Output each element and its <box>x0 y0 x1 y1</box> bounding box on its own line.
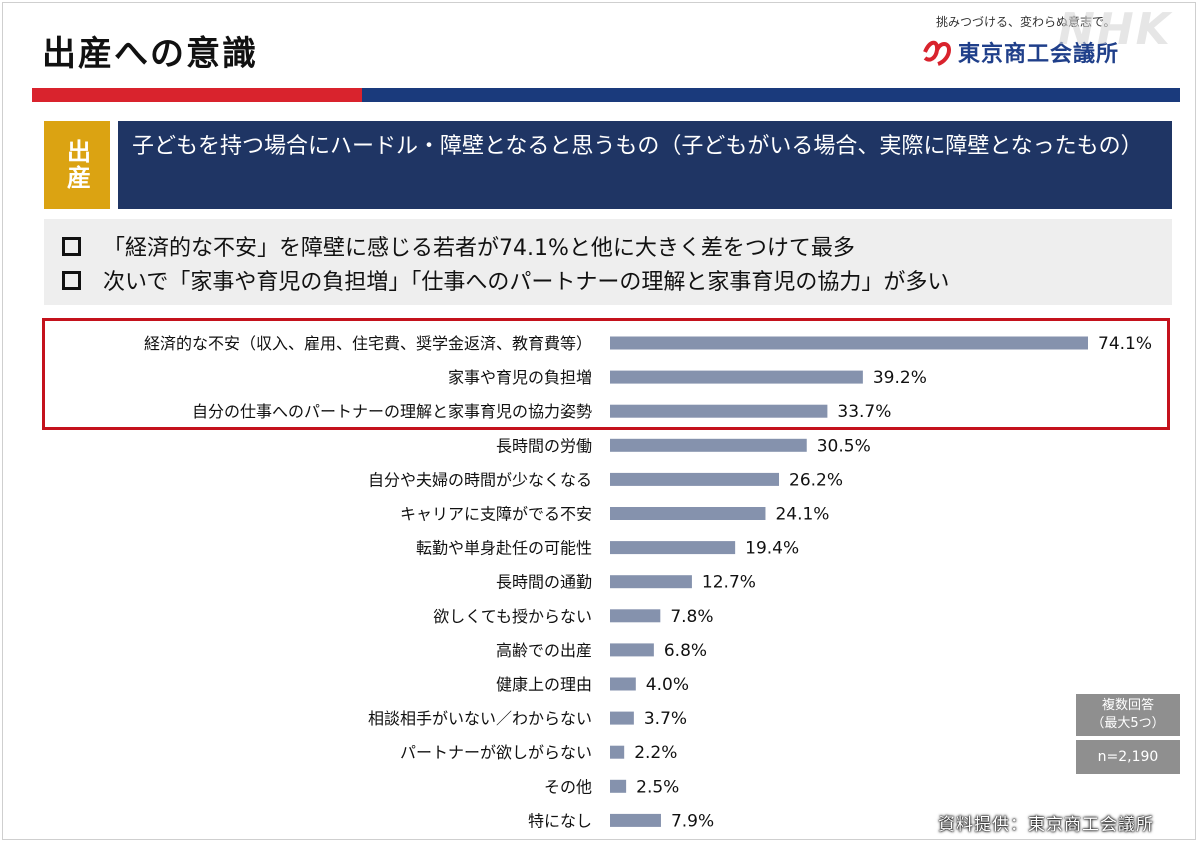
value-label: 19.4% <box>745 539 799 559</box>
summary-box: 「経済的な不安」を障壁に感じる若者が74.1%と他に大きく差をつけて最多 次いで… <box>44 219 1172 305</box>
category-label: 欲しくても授からない <box>433 607 592 626</box>
category-label: 自分や夫婦の時間が少なくなる <box>368 470 592 489</box>
page-title: 出産への意識 <box>42 34 258 74</box>
value-label: 33.7% <box>837 402 891 422</box>
source-credit: 資料提供：東京商工会議所 <box>938 815 1154 835</box>
category-label: その他 <box>544 777 592 796</box>
bar <box>610 370 863 384</box>
category-label: 健康上の理由 <box>496 675 592 694</box>
bar <box>610 609 661 623</box>
value-label: 6.8% <box>664 641 707 661</box>
broadcaster-watermark: NHK <box>1058 4 1172 55</box>
value-label: 24.1% <box>775 505 829 525</box>
bar <box>610 472 780 486</box>
value-label: 7.9% <box>671 811 714 831</box>
summary-item: 次いで「家事や育児の負担増」「仕事へのパートナーの理解と家事育児の協力」が多い <box>62 263 1172 297</box>
category-label: 家事や育児の負担増 <box>448 368 592 387</box>
summary-text: 次いで「家事や育児の負担増」「仕事へのパートナーの理解と家事育児の協力」が多い <box>103 270 950 295</box>
bar <box>610 575 692 589</box>
category-label: 転勤や単身赴任の可能性 <box>416 539 592 558</box>
bar <box>610 745 625 759</box>
value-label: 4.0% <box>646 675 689 695</box>
category-label: 高齢での出産 <box>496 641 592 660</box>
value-label: 2.5% <box>636 777 679 797</box>
category-label: 長時間の労働 <box>496 436 592 455</box>
value-label: 12.7% <box>702 573 756 593</box>
logo-tagline: 挑みつづける、変わらぬ意志で。 <box>936 15 1116 29</box>
value-label: 30.5% <box>817 436 871 456</box>
category-label: 長時間の通勤 <box>496 573 592 592</box>
bar <box>610 404 828 418</box>
multiple-answer-note: 複数回答 （最大5つ） <box>1076 694 1180 736</box>
value-label: 3.7% <box>644 709 687 729</box>
category-label: パートナーが欲しがらない <box>400 743 592 762</box>
category-label: 経済的な不安（収入、雇用、住宅費、奨学金返済、教育費等） <box>144 334 592 353</box>
accent-bar-red <box>32 88 362 102</box>
category-label: 特になし <box>528 811 592 830</box>
value-label: 26.2% <box>789 470 843 490</box>
summary-item: 「経済的な不安」を障壁に感じる若者が74.1%と他に大きく差をつけて最多 <box>62 229 1172 263</box>
bar <box>610 336 1088 350</box>
value-label: 7.8% <box>670 607 713 627</box>
accent-bar-blue <box>362 88 1180 102</box>
category-label: 相談相手がいない／わからない <box>368 709 592 728</box>
square-bullet-icon <box>62 270 81 290</box>
question-header: 子どもを持つ場合にハードル・障壁となると思うもの（子どもがいる場合、実際に障壁と… <box>118 121 1172 209</box>
logo-text: 東京商工会議所 <box>958 42 1120 67</box>
chamber-logo-icon <box>923 40 952 66</box>
square-bullet-icon <box>62 236 81 256</box>
bar <box>610 507 766 520</box>
category-label: 自分の仕事へのパートナーの理解と家事育児の協力姿勢 <box>192 402 592 421</box>
logo: 東京商工会議所 <box>922 36 1119 68</box>
section-tag: 出産 <box>44 121 110 209</box>
bar <box>610 541 736 555</box>
category-label: キャリアに支障がでる不安 <box>400 505 592 524</box>
bar <box>610 779 627 793</box>
value-label: 74.1% <box>1098 334 1152 354</box>
bar <box>610 438 807 452</box>
value-label: 2.2% <box>634 743 677 763</box>
bar <box>610 677 636 691</box>
value-label: 39.2% <box>873 368 927 388</box>
bar <box>610 643 654 657</box>
bar <box>610 813 661 827</box>
highlight-box <box>42 318 1170 430</box>
bar <box>610 711 634 725</box>
sample-size-note: n=2,190 <box>1076 740 1180 774</box>
summary-text: 「経済的な不安」を障壁に感じる若者が74.1%と他に大きく差をつけて最多 <box>103 236 855 261</box>
